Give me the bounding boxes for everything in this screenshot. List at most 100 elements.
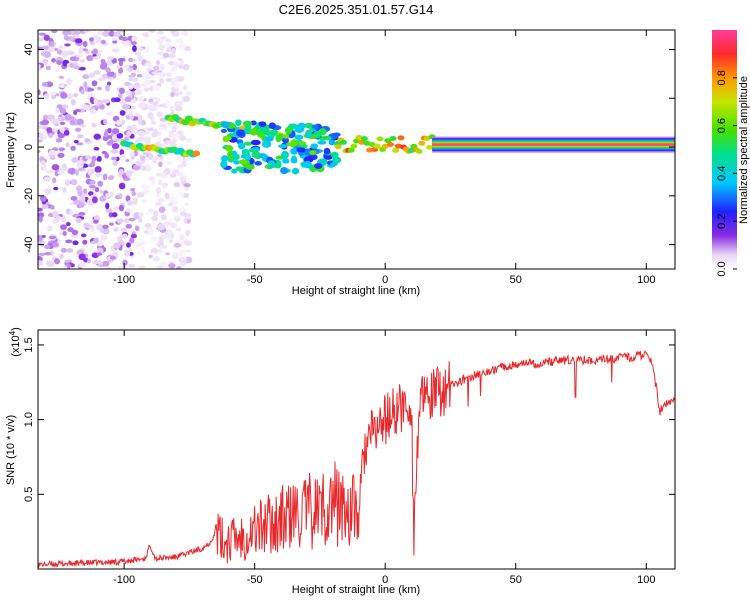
spectrogram-cell [169,172,177,179]
spectrogram-cell [170,30,176,34]
spectrogram-cell [90,108,97,115]
spectrogram-cell [69,62,74,68]
spectrogram-cell [107,76,113,80]
spectrogram-cell [38,215,43,223]
spectrogram-cell [97,180,104,187]
spectrogram-cell [100,235,108,241]
spectrogram-cell [97,86,102,91]
spectrogram-cell [108,175,115,179]
spectrogram-cell [108,30,115,37]
spectrogram-cell [125,223,133,229]
spectrogram-cell [179,191,184,197]
spectrogram-cell [118,204,125,212]
spectrogram-cell [100,58,106,65]
y-tick-label: 1.5 [23,337,35,352]
spectrogram-cell [178,90,184,96]
spectrogram-cell [120,154,126,160]
spectrogram-cell [60,247,67,253]
x-tick-label: 50 [510,574,522,586]
spectrogram-cell [169,142,177,148]
y-tick-label: 0 [23,144,35,150]
spectrogram-cell [87,164,95,168]
spectrogram-cell [89,88,95,92]
spectrogram-cell [101,99,110,104]
spectrogram-cell [62,230,67,237]
spectrogram-cell [152,84,161,92]
spectrogram-cell [83,188,88,194]
spectrogram-cell [151,215,159,222]
spectrogram-cell [102,224,109,229]
spectrogram-cell [77,134,84,139]
colorbar-gradient [712,30,737,269]
spectrogram-cell [389,135,397,141]
colorbar-tick-label: 0.4 [716,166,728,181]
spectrogram-cell [134,225,140,232]
spectrogram-cell [55,215,62,220]
spectrogram-cell [160,261,167,267]
spectrogram-cell [38,252,46,256]
spectrogram-cell [321,135,332,141]
spectrogram-cell [51,58,56,63]
spectrogram-cell [184,256,193,264]
spectrogram-data [38,30,675,269]
spectrogram-cell [48,235,57,240]
spectrogram-cell [332,132,341,137]
spectrogram-cell [129,114,134,120]
spectrogram-cell [310,143,319,149]
spectrogram-cell [179,175,186,182]
spectrogram-cell [418,140,426,146]
spectrogram-cell [144,62,152,67]
spectrogram-cell [165,252,171,256]
spectrogram-cell [87,168,93,176]
spectrogram-cell [83,222,90,229]
spectrogram-cell [242,120,253,126]
spectrogram-cell [41,119,50,126]
spectrogram-cell [186,249,191,253]
x-tick-label: -50 [247,574,263,586]
spectrogram-cell [111,212,118,218]
spectrogram-cell [71,234,79,238]
spectrogram-cell [138,53,143,61]
spectrogram-cell [38,234,43,242]
x-tick-label: 0 [382,574,388,586]
spectrogram-cell [148,98,154,103]
spectrogram-cell [250,139,261,146]
spectrogram-cell [167,229,173,236]
spectrogram-cell [178,64,184,69]
spectrogram-cell [123,218,129,224]
spectrogram-cell [120,228,127,232]
spectrogram-cell [157,223,166,231]
spectrogram-cell [179,233,185,241]
spectrogram-cell [105,202,110,210]
spectrogram-cell [170,48,176,55]
spectrogram-cell [59,253,64,260]
spectrogram-cell [100,39,106,45]
spectrogram-cell [72,61,79,67]
spectrogram-cell [175,38,184,44]
spectrogram-cell [96,224,104,231]
spectrogram-cell [182,84,188,91]
spectrogram-cell [159,123,167,128]
spectrogram-cell [48,46,55,52]
snr-series-line [38,349,675,568]
spectrogram-cell [169,222,177,229]
spectrogram-cell [118,87,125,95]
spectrogram-cell [290,147,299,155]
spectrogram-cell [252,147,261,153]
spectrogram-cell [110,245,115,252]
spectrogram-cell [163,221,172,226]
spectrogram-cell [154,202,162,206]
spectrogram-cell [225,145,234,152]
spectrogram-cell [43,244,51,250]
spectrogram-cell [40,51,48,57]
spectrogram-cell [166,48,171,53]
y-tick-label: -40 [23,237,35,253]
spectrogram-cell [111,134,118,141]
spectrogram-cell [122,259,128,266]
spectrogram-cell [129,151,135,157]
spectrogram-cell [85,50,91,54]
spectrogram-cell [158,40,163,45]
spectrogram-cell [157,248,163,254]
spectrogram-cell [84,104,91,111]
spectrogram-cell [157,197,165,204]
